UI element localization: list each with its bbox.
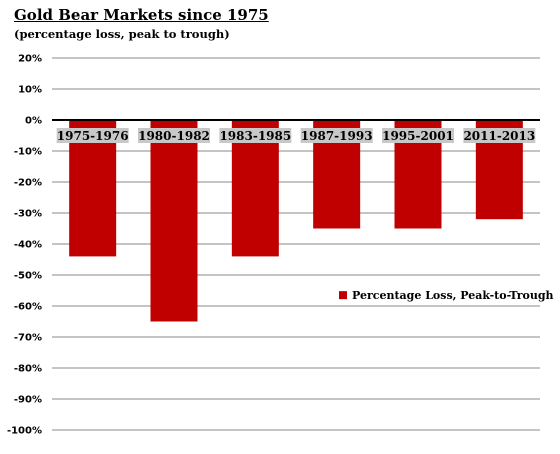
y-tick-label: 20%: [18, 54, 42, 65]
y-tick-label: -80%: [14, 364, 42, 375]
y-tick-label: -30%: [14, 209, 42, 220]
y-axis: 20% 10% 0% -10% -20% -30% -40% -50% -60% -70% -80%…: [7, 54, 42, 437]
legend: Percentage Loss, Peak-to-Trough: [339, 289, 554, 302]
category-label-bg: [463, 128, 536, 143]
category-label-1980-1982: 1980-1982: [138, 128, 210, 143]
legend-swatch: [339, 291, 347, 300]
category-label-bg: [56, 128, 129, 143]
category-label-2011-2013: 2011-2013: [463, 128, 536, 143]
y-tick-label: -40%: [14, 240, 42, 251]
category-label: 1987-1993: [301, 129, 373, 143]
y-tick-label: -90%: [14, 395, 42, 406]
y-tick-label: -20%: [14, 178, 42, 189]
category-labels: 1975-1976 1980-1982 1983-1985 1987-1993 1995…: [56, 128, 536, 143]
category-label-1975-1976: 1975-1976: [56, 128, 129, 143]
legend-label: Percentage Loss, Peak-to-Trough: [352, 289, 554, 302]
category-label: 1980-1982: [138, 129, 210, 143]
category-label: 1975-1976: [57, 129, 129, 143]
category-label: 1995-2001: [382, 129, 454, 143]
y-tick-label: -10%: [14, 147, 42, 158]
category-label-bg: [382, 128, 454, 143]
category-label: 2011-2013: [463, 129, 535, 143]
y-tick-label: -50%: [14, 271, 42, 282]
category-label-1995-2001: 1995-2001: [382, 128, 454, 143]
category-label-bg: [219, 128, 292, 143]
chart-title: Gold Bear Markets since 1975: [14, 6, 269, 24]
y-tick-label: -60%: [14, 302, 42, 313]
category-label-bg: [138, 128, 210, 143]
y-tick-label: -100%: [7, 426, 42, 437]
bar-1980-1982: [150, 120, 198, 322]
category-label: 1983-1985: [219, 129, 291, 143]
category-label-1983-1985: 1983-1985: [219, 128, 292, 143]
y-tick-label: 10%: [18, 85, 42, 96]
category-label-1987-1993: 1987-1993: [300, 128, 373, 143]
category-label-bg: [300, 128, 373, 143]
y-tick-label: 0%: [25, 116, 42, 127]
chart-subtitle: (percentage loss, peak to trough): [14, 27, 230, 41]
gridlines: [52, 57, 540, 431]
y-tick-label: -70%: [14, 333, 42, 344]
